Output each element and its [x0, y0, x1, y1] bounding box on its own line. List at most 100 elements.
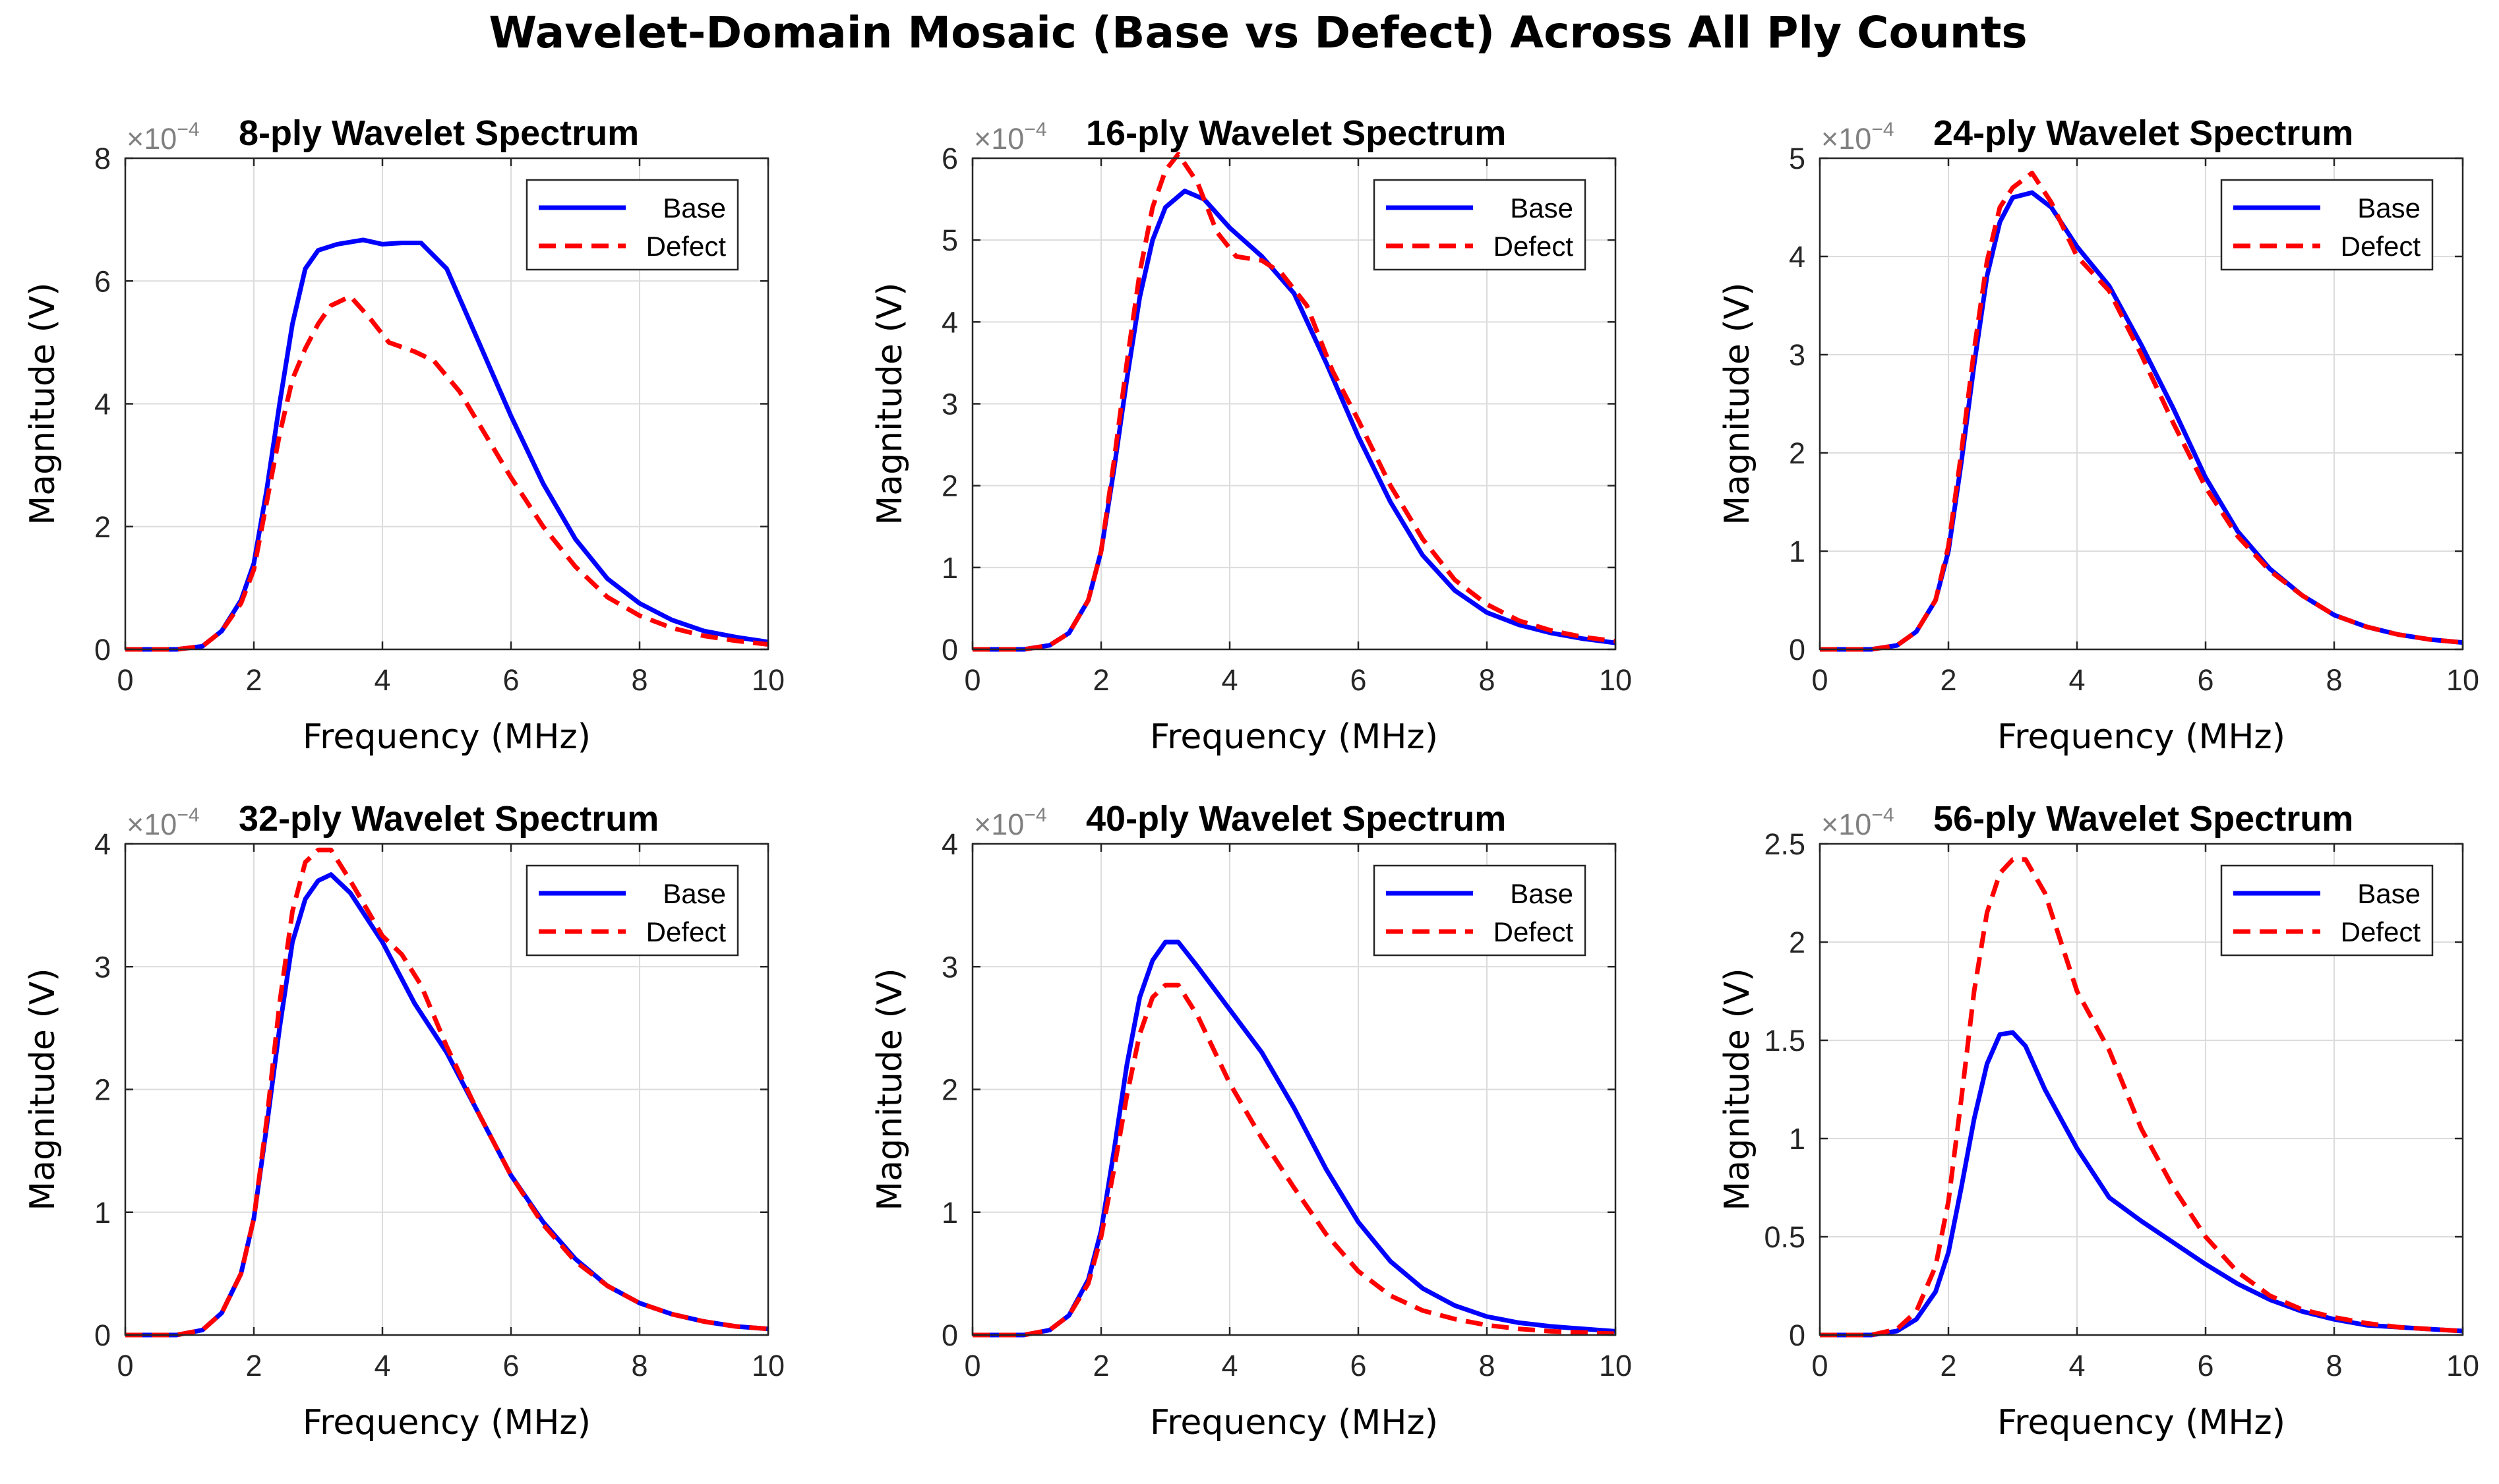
series-line-defect	[125, 847, 769, 1338]
x-axis-label: Frequency (MHz)	[1997, 717, 2285, 757]
legend-box	[1373, 179, 1586, 271]
legend: Base Defect	[1373, 864, 1586, 957]
y-tick-label: 8	[94, 142, 111, 175]
x-tick-label: 8	[2326, 1349, 2342, 1382]
y-tick-label: 2	[94, 510, 111, 544]
legend: Base Defect	[2220, 864, 2434, 957]
y-tick-label: 6	[942, 142, 958, 175]
x-tick-label: 2	[245, 663, 262, 697]
y-tick-label: 4	[94, 827, 111, 861]
series-line-defect	[973, 982, 1616, 1338]
series-line-base	[125, 237, 769, 652]
legend-label-defect: Defect	[646, 231, 727, 262]
legend-label-base: Base	[2357, 193, 2421, 223]
series-line-defect	[973, 152, 1616, 652]
x-tick-label: 4	[374, 1349, 390, 1382]
exponent-label: ×10−4	[127, 119, 200, 156]
subplot-title: 16-ply Wavelet Spectrum	[1086, 113, 1506, 153]
legend: Base Defect	[526, 179, 739, 271]
x-tick-label: 4	[374, 663, 390, 697]
subplot-4: 0 2 4 6 8 10 0 1 2 3 4 ×10−4 32-ply Wavelet Spectrum…	[23, 799, 785, 1442]
exponent-label: ×10−4	[1821, 119, 1894, 156]
y-axis-label: Magnitude (V)	[870, 282, 910, 525]
y-tick-label: 2	[1789, 926, 1805, 959]
exponent-label: ×10−4	[127, 804, 200, 841]
y-tick-label: 1	[1789, 1122, 1805, 1156]
y-tick-label: 4	[942, 827, 958, 861]
exponent-power: −4	[1871, 804, 1894, 826]
exponent-power: −4	[1871, 119, 1894, 140]
x-tick-label: 0	[1811, 1349, 1828, 1382]
y-tick-label: 1	[942, 551, 958, 585]
y-tick-label: 3	[942, 388, 958, 421]
y-axis-label: Magnitude (V)	[1718, 282, 1757, 525]
x-tick-label: 6	[2197, 663, 2213, 697]
exponent-label: ×10−4	[974, 804, 1047, 841]
legend-label-defect: Defect	[646, 916, 727, 947]
x-tick-label: 0	[1811, 663, 1828, 697]
series-line-defect	[1820, 857, 2463, 1338]
x-axis-label: Frequency (MHz)	[1997, 1403, 2285, 1442]
legend-box	[2220, 179, 2434, 271]
y-tick-label: 5	[1789, 142, 1805, 175]
x-tick-label: 6	[1350, 663, 1366, 697]
exponent-power: −4	[1024, 119, 1046, 140]
y-tick-label: 2	[94, 1073, 111, 1107]
subplot-title: 8-ply Wavelet Spectrum	[239, 113, 639, 153]
axes-frame	[1819, 157, 2464, 651]
y-tick-label: 4	[942, 305, 958, 339]
y-tick-label: 1.5	[1764, 1024, 1805, 1057]
x-tick-label: 0	[117, 1349, 133, 1382]
y-tick-label: 5	[942, 223, 958, 257]
subplot-2: 0 2 4 6 8 10 0 1 2 3 4 5 6 ×10−4 16-ply Wavelet Spectr…	[870, 113, 1632, 757]
series-line-base	[973, 939, 1616, 1338]
y-tick-label: 4	[1789, 240, 1805, 274]
x-tick-label: 2	[1940, 1349, 1956, 1382]
y-tick-label: 1	[942, 1196, 958, 1230]
y-tick-label: 4	[94, 388, 111, 421]
exponent-base: ×10	[1821, 808, 1871, 841]
y-tick-label: 0.5	[1764, 1220, 1805, 1254]
legend: Base Defect	[1373, 179, 1586, 271]
x-axis-label: Frequency (MHz)	[303, 717, 591, 757]
x-tick-label: 4	[2068, 663, 2085, 697]
legend-label-base: Base	[1510, 878, 1573, 909]
x-tick-label: 6	[502, 1349, 519, 1382]
y-tick-label: 0	[94, 1319, 111, 1352]
x-tick-label: 10	[752, 1349, 785, 1382]
x-tick-label: 10	[2446, 663, 2479, 697]
x-tick-label: 2	[1940, 663, 1956, 697]
exponent-power: −4	[177, 804, 199, 826]
subplot-1: 0 2 4 6 8 10 0 2 4 6 8 ×10−4 8-ply Wavelet Spectrum F…	[23, 113, 785, 757]
x-tick-label: 10	[2446, 1349, 2479, 1382]
y-axis-label: Magnitude (V)	[23, 282, 63, 525]
x-axis-label: Frequency (MHz)	[1150, 717, 1438, 757]
y-tick-label: 0	[942, 633, 958, 667]
exponent-base: ×10	[1821, 122, 1871, 156]
y-tick-label: 1	[94, 1196, 111, 1230]
x-axis-label: Frequency (MHz)	[303, 1403, 591, 1442]
exponent-power: −4	[177, 119, 199, 140]
x-tick-label: 0	[117, 663, 133, 697]
x-tick-label: 8	[631, 1349, 647, 1382]
figure-title: Wavelet-Domain Mosaic (Base vs Defect) A…	[489, 7, 2027, 58]
legend-label-base: Base	[1510, 193, 1573, 223]
legend-label-base: Base	[2357, 878, 2421, 909]
y-axis-label: Magnitude (V)	[23, 968, 63, 1210]
y-tick-label: 0	[1789, 633, 1805, 667]
legend-label-base: Base	[663, 878, 726, 909]
x-tick-label: 4	[1221, 1349, 1238, 1382]
y-tick-label: 2.5	[1764, 827, 1805, 861]
x-tick-label: 6	[502, 663, 519, 697]
y-tick-label: 2	[942, 469, 958, 503]
x-tick-label: 2	[245, 1349, 262, 1382]
exponent-power: −4	[1024, 804, 1046, 826]
x-tick-label: 6	[2197, 1349, 2213, 1382]
legend-box	[526, 864, 739, 957]
y-tick-label: 0	[94, 633, 111, 667]
legend-label-defect: Defect	[2341, 916, 2421, 947]
y-tick-label: 3	[942, 950, 958, 984]
subplot-3: 0 2 4 6 8 10 0 1 2 3 4 5 ×10−4 24-ply Wavelet Spectru…	[1718, 113, 2479, 757]
